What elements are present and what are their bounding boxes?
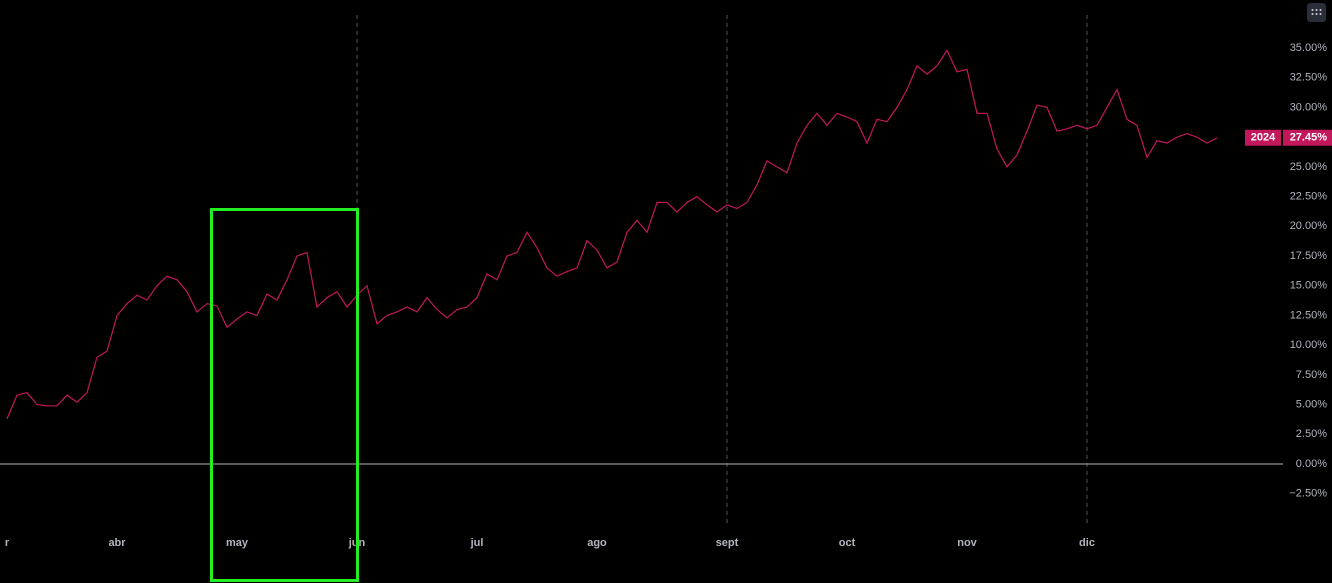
y-tick-label: 15.00% xyxy=(1290,280,1328,292)
y-tick-label: 25.00% xyxy=(1290,161,1328,173)
y-tick-label: 22.50% xyxy=(1290,190,1328,202)
y-tick-label: −2.50% xyxy=(1289,488,1327,500)
menu-icon xyxy=(1311,9,1322,15)
y-tick-label: 17.50% xyxy=(1290,250,1328,262)
last-value-box xyxy=(1283,129,1332,146)
x-tick-label: dic xyxy=(1079,537,1095,549)
y-tick-label: 30.00% xyxy=(1290,101,1328,113)
x-tick-label: ago xyxy=(587,537,607,549)
series-name: 2024 xyxy=(1251,132,1276,144)
y-tick-label: 12.50% xyxy=(1290,309,1328,321)
x-tick-label: r xyxy=(5,537,10,549)
y-tick-label: 10.00% xyxy=(1290,339,1328,351)
y-tick-label: 5.00% xyxy=(1296,399,1327,411)
y-tick-label: 0.00% xyxy=(1296,458,1327,470)
x-tick-label: nov xyxy=(957,537,977,549)
x-tick-label: jul xyxy=(470,537,484,549)
x-tick-label: oct xyxy=(839,537,856,549)
menu-button[interactable] xyxy=(1307,3,1326,22)
y-tick-label: 2.50% xyxy=(1296,428,1327,440)
series-line xyxy=(6,49,1218,420)
y-tick-label: 35.00% xyxy=(1290,42,1328,54)
x-tick-label: abr xyxy=(108,537,126,549)
last-value-label: 27.45% xyxy=(1290,132,1328,144)
x-tick-label: sept xyxy=(716,537,739,549)
highlight-box xyxy=(210,208,359,582)
series-name-box xyxy=(1245,129,1281,146)
y-tick-label: 32.50% xyxy=(1290,72,1328,84)
x-tick-label: may xyxy=(226,537,249,549)
y-tick-label: 7.50% xyxy=(1296,369,1327,381)
y-tick-label: 20.00% xyxy=(1290,220,1328,232)
